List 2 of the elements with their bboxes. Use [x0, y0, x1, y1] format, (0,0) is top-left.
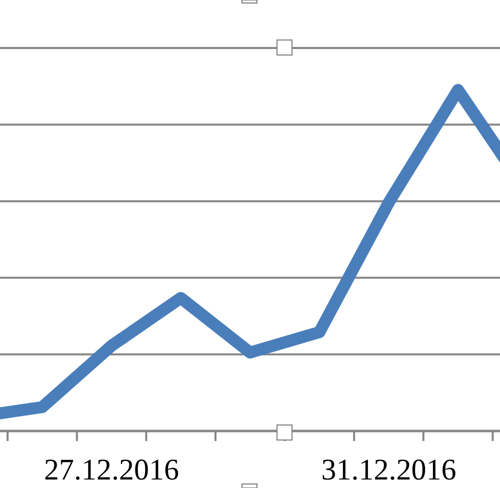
x-tick-label: 31.12.2016 — [321, 453, 456, 486]
x-tick-label: 27.12.2016 — [44, 453, 180, 486]
